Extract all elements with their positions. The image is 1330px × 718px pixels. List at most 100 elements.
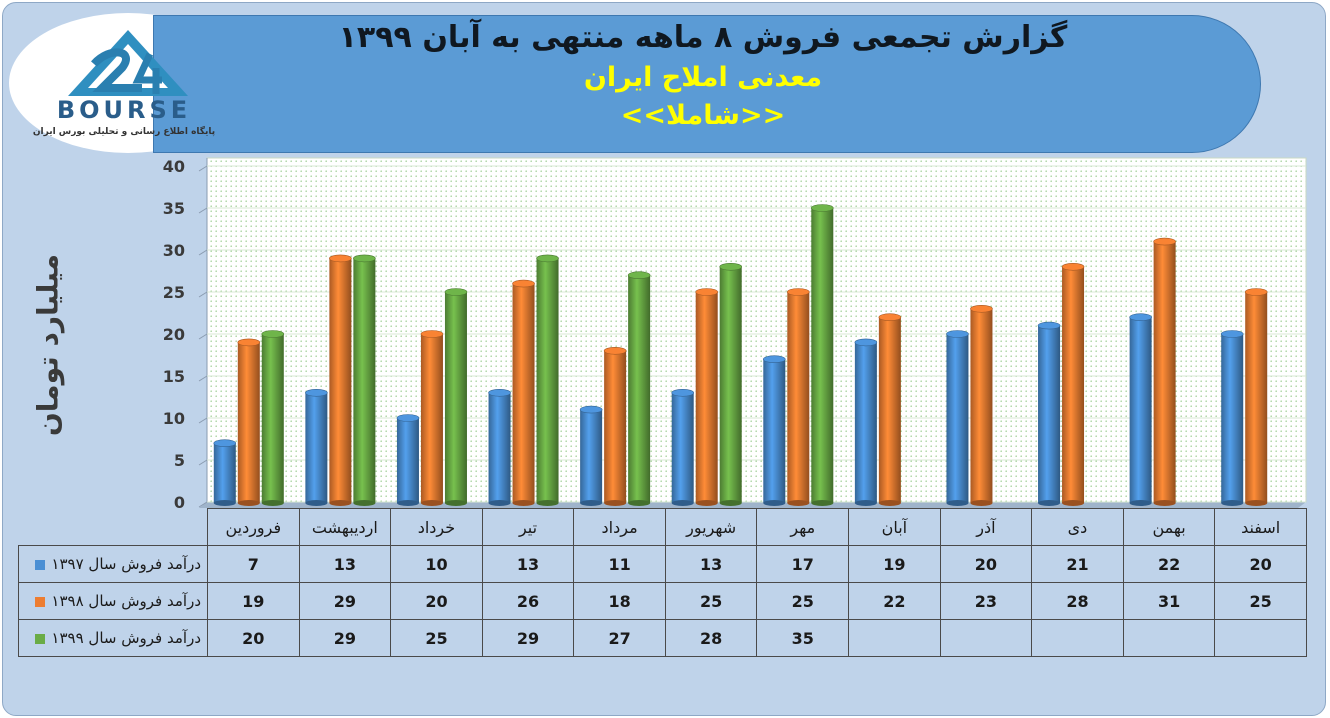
- bar: [237, 338, 261, 506]
- bar-top: [719, 262, 743, 271]
- bar-top: [1244, 288, 1268, 296]
- y-tick-label: 5: [174, 451, 185, 470]
- legend-swatch-icon: [35, 596, 46, 607]
- bar-top: [1220, 330, 1244, 338]
- bar: [719, 262, 743, 506]
- bar: [329, 254, 352, 506]
- bar-body: [396, 418, 419, 503]
- y-tick-mark: [198, 333, 208, 340]
- bar: [396, 414, 420, 506]
- x-tick-label: بهمن: [1122, 508, 1216, 546]
- bar-top: [970, 304, 993, 313]
- bar-base: [811, 500, 834, 506]
- bar-body: [628, 275, 651, 503]
- bar: [854, 338, 878, 506]
- bar: [1153, 237, 1176, 506]
- data-label: 25: [1214, 582, 1307, 620]
- bar: [420, 330, 444, 506]
- bar-base: [970, 500, 993, 506]
- bar-base: [946, 500, 969, 506]
- data-label: 13: [664, 545, 758, 583]
- x-tick-label: شهریور: [664, 508, 758, 546]
- y-tick-mark: [198, 417, 208, 424]
- bar-base: [512, 500, 535, 506]
- legend-entry: درآمد فروش سال ۱۳۹۷: [18, 545, 208, 583]
- data-label: [1214, 619, 1307, 657]
- bar: [261, 330, 285, 506]
- bar-body: [854, 342, 877, 503]
- data-label: 29: [481, 619, 575, 657]
- bar-top: [420, 330, 444, 338]
- bar-base: [536, 500, 559, 506]
- data-label: 25: [664, 582, 758, 620]
- header-banner: [153, 15, 1261, 153]
- bar-base: [854, 500, 877, 506]
- bar: [305, 388, 328, 506]
- bar-body: [420, 334, 443, 503]
- bar-base: [396, 500, 419, 506]
- plot-floor: [199, 502, 1306, 508]
- bar: [512, 279, 535, 506]
- bar: [1037, 321, 1061, 506]
- bar-top: [488, 388, 511, 397]
- page-title: گزارش تجمعی فروش ۸ ماهه منتهی به آبان ۱۳…: [338, 20, 1068, 55]
- bar: [488, 388, 511, 506]
- bar-top: [603, 346, 627, 355]
- bar-base: [787, 500, 810, 506]
- bar-base: [1038, 500, 1061, 506]
- bar-body: [1153, 241, 1176, 503]
- data-label: 23: [939, 582, 1033, 620]
- bar-base: [1245, 500, 1268, 506]
- bar: [786, 288, 810, 506]
- bar-top: [627, 271, 651, 280]
- company-ticker: <<شاملا>>: [620, 100, 786, 131]
- bar-top: [512, 279, 535, 288]
- bar-base: [878, 500, 901, 506]
- bar: [1061, 262, 1085, 506]
- y-tick-label: 25: [163, 283, 185, 302]
- data-label: 22: [1122, 545, 1216, 583]
- data-label: 28: [1031, 582, 1124, 620]
- bar-body: [213, 443, 236, 503]
- legend-entry: درآمد فروش سال ۱۳۹۸: [18, 582, 208, 620]
- bar-top: [444, 288, 468, 296]
- data-label: 19: [848, 545, 941, 583]
- bar: [878, 313, 902, 506]
- bar-body: [1062, 266, 1085, 503]
- bar-base: [719, 500, 742, 506]
- bar-base: [488, 500, 511, 506]
- data-label: 25: [756, 582, 850, 620]
- bar-body: [580, 409, 603, 503]
- data-label: 20: [939, 545, 1033, 583]
- bar-body: [787, 292, 810, 503]
- bar: [579, 405, 603, 506]
- bar-body: [444, 292, 467, 503]
- legend-swatch-icon: [35, 633, 46, 644]
- bar: [444, 288, 468, 506]
- bar: [213, 439, 237, 506]
- bar-base: [420, 500, 443, 506]
- bar: [1220, 330, 1244, 506]
- data-label: 25: [390, 619, 483, 657]
- table-row: درآمد فروش سال ۱۳۹۷ 7 13 10 13 11 13 17 19 20 21 22…: [18, 545, 1307, 583]
- bar-body: [1245, 292, 1268, 503]
- logo-tagline: پایگاه اطلاع رسانی و تحلیلی بورس ایران: [33, 125, 215, 137]
- data-label: 31: [1122, 582, 1216, 620]
- x-tick-label: اسفند: [1214, 508, 1307, 546]
- y-tick-mark: [198, 165, 208, 172]
- bar-body: [488, 392, 511, 503]
- bar-body: [946, 334, 969, 503]
- x-tick-label: تیر: [481, 508, 575, 546]
- bar: [536, 254, 559, 506]
- bar-body: [353, 258, 376, 503]
- y-tick-label: 35: [163, 199, 185, 218]
- data-label: 11: [573, 545, 666, 583]
- data-label: [1122, 619, 1216, 657]
- bar-top: [762, 355, 786, 364]
- y-tick-label: 20: [163, 325, 185, 344]
- bar-top: [237, 338, 261, 347]
- bar-top: [261, 330, 285, 338]
- bar: [603, 346, 627, 506]
- data-label: 20: [390, 582, 483, 620]
- bar-top: [1037, 321, 1061, 330]
